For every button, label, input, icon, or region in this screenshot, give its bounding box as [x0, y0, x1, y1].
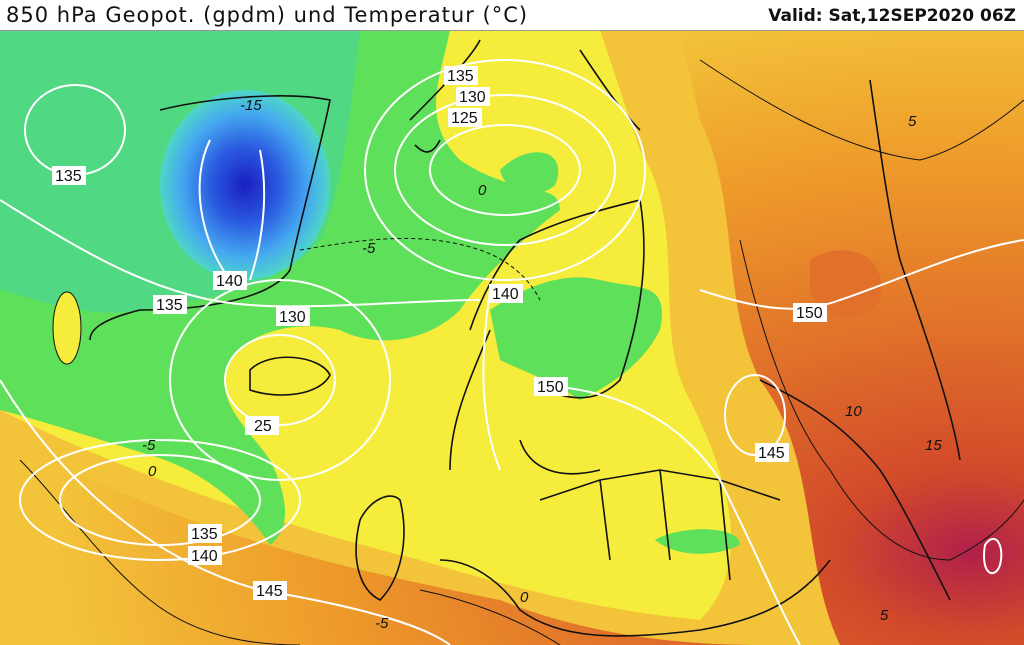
svg-text:150: 150	[796, 305, 823, 322]
map-title: 850 hPa Geopot. (gpdm) und Temperatur (°…	[6, 3, 529, 27]
svg-text:135: 135	[447, 68, 474, 85]
svg-text:145: 145	[758, 445, 785, 462]
geo-label: 150	[534, 377, 568, 396]
temp-label: 5	[908, 113, 917, 130]
temp-label: -5	[142, 437, 156, 454]
temp-label: -5	[375, 615, 389, 632]
geo-label: 125	[448, 108, 482, 127]
temp-label: 0	[520, 589, 529, 606]
green-field-norway-sea	[500, 152, 559, 194]
geo-label: 140	[188, 546, 222, 565]
geo-label: 130	[276, 307, 310, 326]
temp-label: 15	[925, 437, 942, 454]
yellow-iceland	[235, 343, 345, 413]
svg-text:140: 140	[216, 273, 243, 290]
map-canvas: 135 130 125 135 140 135 130 25 140 150 1…	[0, 30, 1024, 645]
geo-label: 130	[456, 87, 490, 106]
temp-label: 0	[478, 182, 487, 199]
geo-label: 145	[755, 443, 789, 462]
temperature-contours	[19, 59, 1024, 645]
warm-patch	[810, 250, 882, 319]
yellow-blob	[52, 291, 82, 365]
geo-label: 135	[188, 524, 222, 543]
svg-text:145: 145	[256, 583, 283, 600]
temp-label: 10	[845, 403, 862, 420]
valid-time: Valid: Sat,12SEP2020 06Z	[768, 6, 1016, 26]
geo-label: 25	[245, 416, 279, 435]
geo-label: 135	[444, 66, 478, 85]
coastlines	[89, 39, 961, 637]
temp-label: 5	[880, 607, 889, 624]
green-field-hungary	[655, 529, 740, 554]
geopotential-labels: 135 130 125 135 140 135 130 25 140 150 1…	[52, 66, 827, 600]
svg-text:140: 140	[492, 286, 519, 303]
svg-text:135: 135	[191, 526, 218, 543]
svg-text:135: 135	[55, 168, 82, 185]
geo-label: 140	[489, 284, 523, 303]
svg-text:25: 25	[254, 418, 272, 435]
svg-text:130: 130	[459, 89, 486, 106]
geo-label: 150	[793, 303, 827, 322]
svg-text:150: 150	[537, 379, 564, 396]
svg-text:125: 125	[451, 110, 478, 127]
geo-label: 140	[213, 271, 247, 290]
geopotential-contours	[0, 59, 1024, 645]
svg-text:140: 140	[191, 548, 218, 565]
temperature-labels: -15 0 -5 5 10 15 -5 0 5 0 -5	[142, 97, 942, 632]
temp-label: -15	[240, 97, 262, 114]
cold-core	[160, 90, 330, 280]
temp-label: -5	[362, 240, 376, 257]
svg-text:135: 135	[156, 297, 183, 314]
geo-label: 135	[52, 166, 86, 185]
temp-label: 0	[148, 463, 157, 480]
geo-label: 145	[253, 581, 287, 600]
map-header: 850 hPa Geopot. (gpdm) und Temperatur (°…	[0, 0, 1024, 31]
geo-label: 135	[153, 295, 187, 314]
green-field-scandinavia	[490, 277, 662, 400]
svg-text:130: 130	[279, 309, 306, 326]
